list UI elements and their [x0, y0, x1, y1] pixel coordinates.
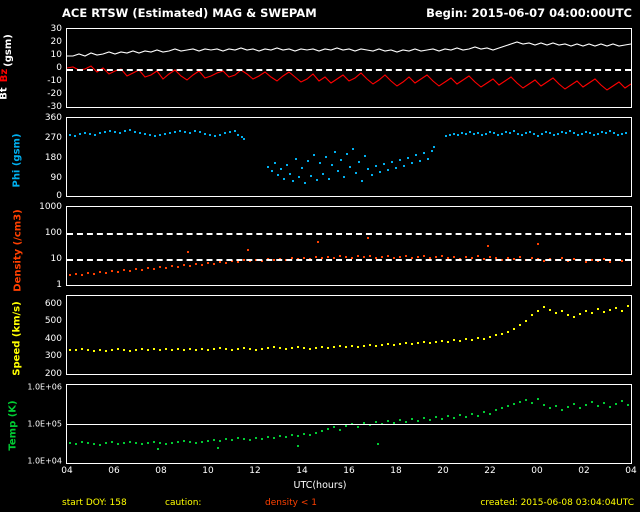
ytick: 30 [50, 24, 62, 34]
ytick: 1.0E+05 [27, 419, 62, 429]
temp-series-svg [69, 398, 629, 450]
xtick: 08 [155, 466, 167, 476]
ytick: 100 [44, 228, 62, 238]
ytick: 1 [56, 280, 62, 290]
phi-ylabel: Phi (gsm) [11, 133, 23, 188]
xtick: 00 [531, 466, 543, 476]
ytick: 90 [50, 173, 62, 183]
ytick: 200 [44, 369, 62, 379]
speed-series-svg [69, 305, 629, 352]
ytick: 270 [44, 133, 62, 143]
ytick: 10 [50, 50, 62, 60]
page-title: ACE RTSW (Estimated) MAG & SWEPAM [62, 6, 317, 20]
xtick: 14 [296, 466, 308, 476]
begin-time-label: Begin: 2015-06-07 04:00:00UTC [426, 6, 632, 20]
speed-points [69, 305, 629, 352]
bt-trace [67, 41, 631, 57]
xtick: 12 [249, 466, 261, 476]
density-gridline-10 [67, 259, 631, 261]
temp-points [69, 398, 629, 450]
x-axis-ticks: 04 06 08 10 12 14 16 18 20 22 00 02 04 [61, 466, 636, 478]
speed-ylabel: Speed (km/s) [11, 301, 23, 376]
panel-mag [66, 28, 632, 108]
density-ylabel: Density (/cm3) [12, 209, 24, 292]
panel-phi [66, 117, 632, 197]
mag-zero-line [67, 69, 631, 71]
footer-caution-label: caution: [165, 498, 202, 508]
xtick: 16 [343, 466, 355, 476]
ytick: 0 [56, 191, 62, 201]
ytick: 20 [50, 37, 62, 47]
ytick: -20 [47, 89, 62, 99]
footer-created: created: 2015-06-08 03:04:04UTC [480, 498, 634, 508]
ytick: 300 [44, 351, 62, 361]
density-gridline-100 [67, 233, 631, 235]
ytick: 1000 [39, 202, 62, 212]
ytick: 10 [50, 254, 62, 264]
panel-temp [66, 384, 632, 464]
xtick: 04 [61, 466, 73, 476]
footer-caution-note: density < 1 [265, 498, 317, 508]
plot-area-speed [67, 296, 631, 374]
xtick: 06 [108, 466, 120, 476]
ytick: 1.0E+04 [27, 456, 62, 466]
xtick: 10 [202, 466, 214, 476]
phi-series-svg [69, 129, 627, 184]
plot-area-phi [67, 118, 631, 196]
density-ytick-column: 1000 100 10 1 [0, 202, 62, 290]
xtick: 02 [578, 466, 590, 476]
mag-ylabel-bz: Bz [0, 68, 11, 83]
plot-area-density [67, 207, 631, 285]
mag-series-svg [67, 41, 631, 91]
xtick: 04 [625, 466, 637, 476]
xtick: 20 [437, 466, 449, 476]
ytick: 180 [44, 153, 62, 163]
ytick: 500 [44, 316, 62, 326]
panel-speed [66, 295, 632, 375]
speed-ytick-column: 600 500 400 300 200 [0, 295, 62, 379]
ytick: 400 [44, 334, 62, 344]
temp-gridline-1e5 [67, 424, 631, 425]
plot-area-mag [67, 29, 631, 107]
phi-points [69, 129, 627, 184]
phi-ytick-column: 360 270 180 90 0 [0, 113, 62, 201]
mag-ytick-column: 30 20 10 0 -10 -20 -30 [0, 24, 62, 112]
ytick: 1.0E+06 [27, 382, 62, 392]
footer-start-doy: start DOY: 158 [62, 498, 127, 508]
plot-area-temp [67, 385, 631, 463]
ytick: -10 [47, 76, 62, 86]
density-series-svg [69, 237, 629, 276]
density-points [69, 237, 629, 276]
x-axis-label: UTC(hours) [293, 480, 347, 491]
ytick: 600 [44, 299, 62, 309]
ytick: 0 [56, 63, 62, 73]
ytick: -30 [47, 102, 62, 112]
temp-ytick-column: 1.0E+06 1.0E+05 1.0E+04 [0, 382, 62, 466]
bz-trace [67, 65, 631, 91]
mag-ylabel-units: (gsm) [2, 34, 14, 67]
xtick: 22 [484, 466, 496, 476]
xtick: 18 [390, 466, 402, 476]
ytick: 360 [44, 113, 62, 123]
temp-ylabel: Temp (K) [7, 400, 19, 451]
panel-density [66, 206, 632, 286]
mag-ylabel-bt: Bt [0, 87, 10, 100]
